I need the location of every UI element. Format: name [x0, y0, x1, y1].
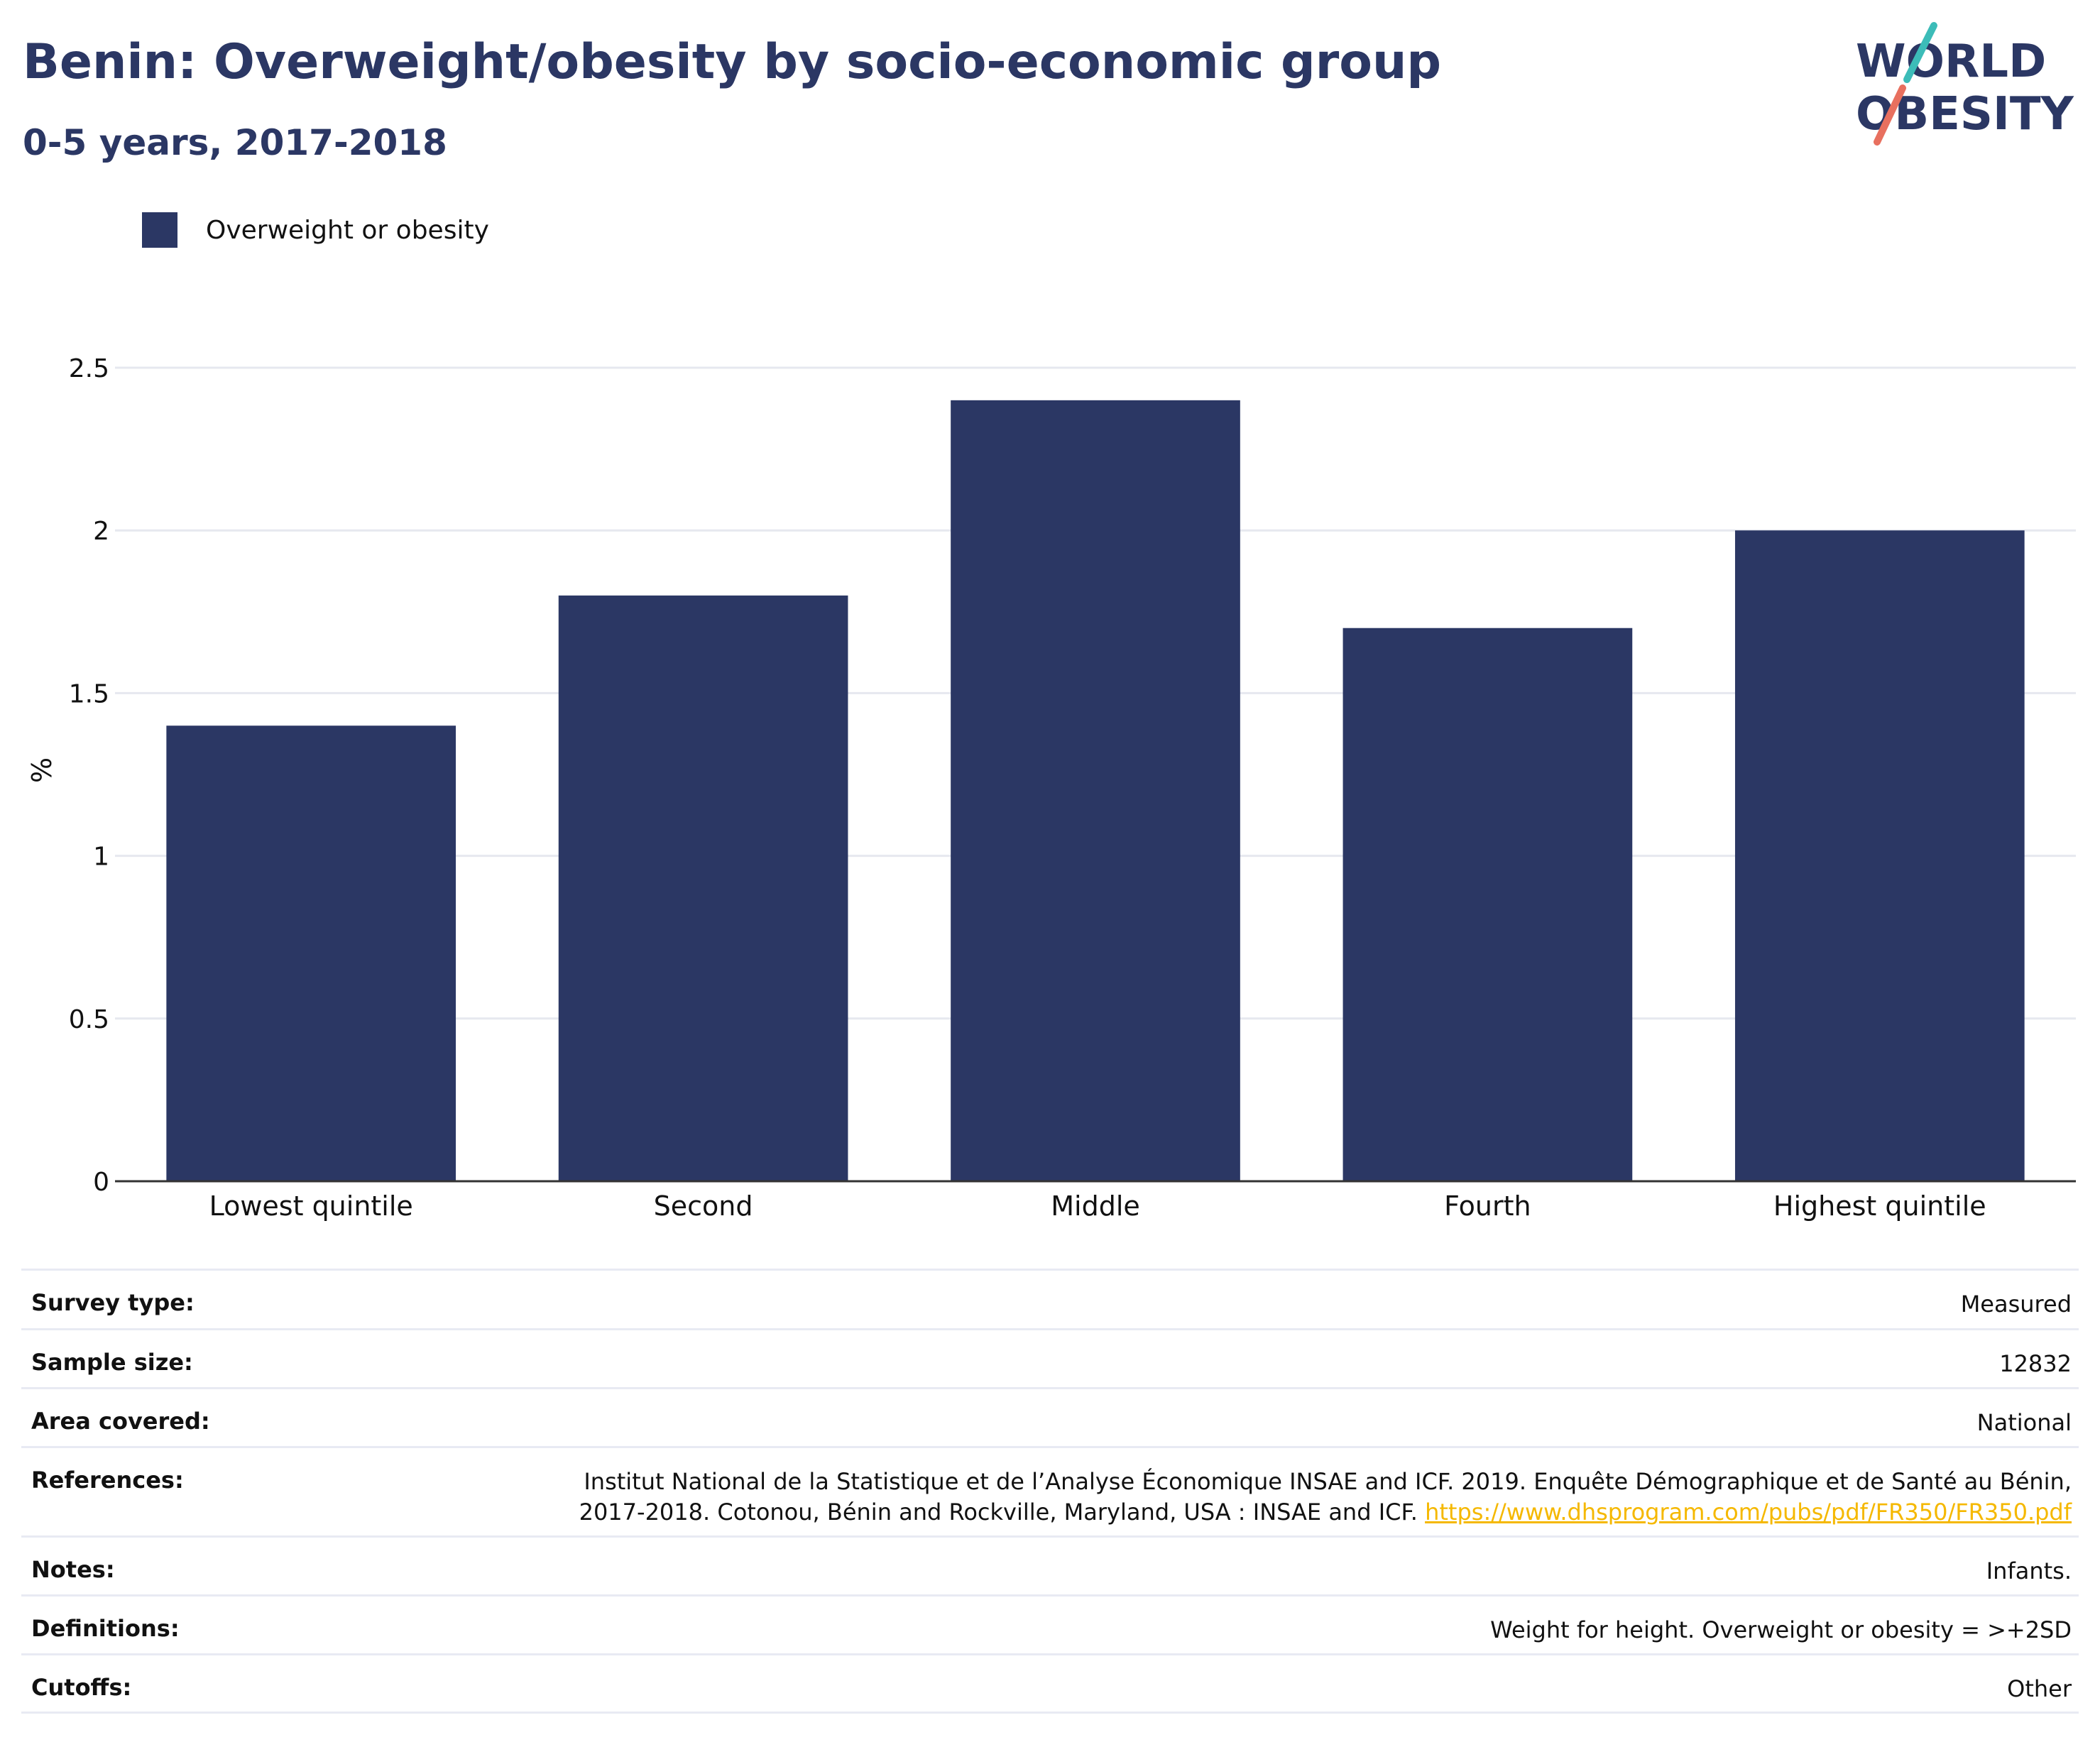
chart-subtitle: 0-5 years, 2017-2018: [23, 122, 447, 163]
info-key: Notes:: [31, 1556, 115, 1583]
legend-label: Overweight or obesity: [206, 215, 489, 245]
info-row-sample-size: Sample size: 12832: [21, 1328, 2079, 1387]
bar-second: [558, 595, 848, 1181]
info-key: References:: [31, 1467, 184, 1494]
svg-text:WORLD: WORLD: [1856, 35, 2046, 88]
info-value: Measured: [1960, 1291, 2072, 1318]
info-value: National: [1976, 1409, 2072, 1436]
info-key: Cutoffs:: [31, 1674, 132, 1701]
info-row-references: References: Institut National de la Stat…: [21, 1446, 2079, 1535]
bar-chart: 0 0.5 1 1.5 2 2.5 Lowest quintile Second Middle…: [26, 354, 2076, 1222]
x-tick-label: Middle: [1051, 1190, 1140, 1222]
bar-lowest-quintile: [166, 725, 456, 1181]
info-value: 12832: [1999, 1350, 2072, 1377]
y-axis-label: %: [26, 757, 58, 783]
bar-middle: [951, 400, 1240, 1181]
y-tick-label: 0: [93, 1168, 109, 1197]
info-row-notes: Notes: Infants.: [21, 1535, 2079, 1594]
survey-info-table: Survey type: Measured Sample size: 12832…: [21, 1269, 2079, 1714]
info-key: Survey type:: [31, 1289, 195, 1316]
y-tick-labels: 0 0.5 1 1.5 2 2.5: [69, 354, 109, 1197]
info-value: Other: [2007, 1675, 2072, 1702]
world-obesity-logo: WORLD OBESITY: [1856, 22, 2074, 146]
info-value: Weight for height. Overweight or obesity…: [1490, 1616, 2072, 1643]
legend-swatch: [142, 212, 177, 248]
bars: [166, 400, 2025, 1181]
info-row-definitions: Definitions: Weight for height. Overweig…: [21, 1594, 2079, 1653]
info-key: Area covered:: [31, 1408, 210, 1435]
x-tick-label: Highest quintile: [1773, 1190, 1986, 1222]
x-tick-label: Lowest quintile: [209, 1190, 413, 1222]
info-value: Institut National de la Statistique et d…: [579, 1467, 2072, 1528]
x-tick-labels: Lowest quintile Second Middle Fourth Highest…: [209, 1190, 1986, 1222]
info-key: Definitions:: [31, 1615, 180, 1642]
x-tick-label: Second: [654, 1190, 753, 1222]
reference-line-1: Institut National de la Statistique et d…: [584, 1468, 2072, 1495]
info-row-cutoffs: Cutoffs: Other: [21, 1653, 2079, 1714]
chart-legend: Overweight or obesity: [142, 210, 489, 250]
reference-link[interactable]: https://www.dhsprogram.com/pubs/pdf/FR35…: [1425, 1499, 2072, 1526]
bar-highest-quintile: [1734, 530, 2025, 1181]
y-tick-label: 0.5: [69, 1005, 109, 1034]
y-tick-label: 2: [93, 517, 109, 546]
bar-fourth: [1342, 628, 1633, 1181]
x-tick-label: Fourth: [1444, 1190, 1531, 1222]
y-tick-label: 1.5: [69, 679, 109, 708]
chart-title: Benin: Overweight/obesity by socio-econo…: [23, 34, 1442, 90]
y-tick-label: 1: [93, 843, 109, 872]
reference-text: 2017-2018. Cotonou, Bénin and Rockville,…: [579, 1499, 1418, 1526]
info-row-survey-type: Survey type: Measured: [21, 1269, 2079, 1328]
info-row-area-covered: Area covered: National: [21, 1387, 2079, 1446]
y-tick-label: 2.5: [69, 354, 109, 383]
info-value: Infants.: [1986, 1557, 2072, 1584]
reference-line-2: 2017-2018. Cotonou, Bénin and Rockville,…: [579, 1497, 2072, 1528]
info-key: Sample size:: [31, 1349, 193, 1376]
